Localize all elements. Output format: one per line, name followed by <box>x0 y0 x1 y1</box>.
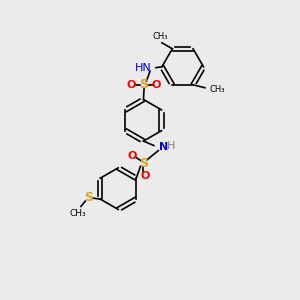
Text: S: S <box>140 78 148 91</box>
Text: O: O <box>140 171 150 181</box>
Text: O: O <box>128 151 137 161</box>
Text: CH₃: CH₃ <box>153 32 168 41</box>
Text: HN: HN <box>135 63 152 73</box>
Text: CH₃: CH₃ <box>70 209 86 218</box>
Text: O: O <box>127 80 136 90</box>
Text: S: S <box>84 191 93 204</box>
Text: N: N <box>159 142 168 152</box>
Text: CH₃: CH₃ <box>209 85 225 94</box>
Text: O: O <box>152 80 161 90</box>
Text: S: S <box>139 157 148 170</box>
Text: H: H <box>167 140 175 151</box>
